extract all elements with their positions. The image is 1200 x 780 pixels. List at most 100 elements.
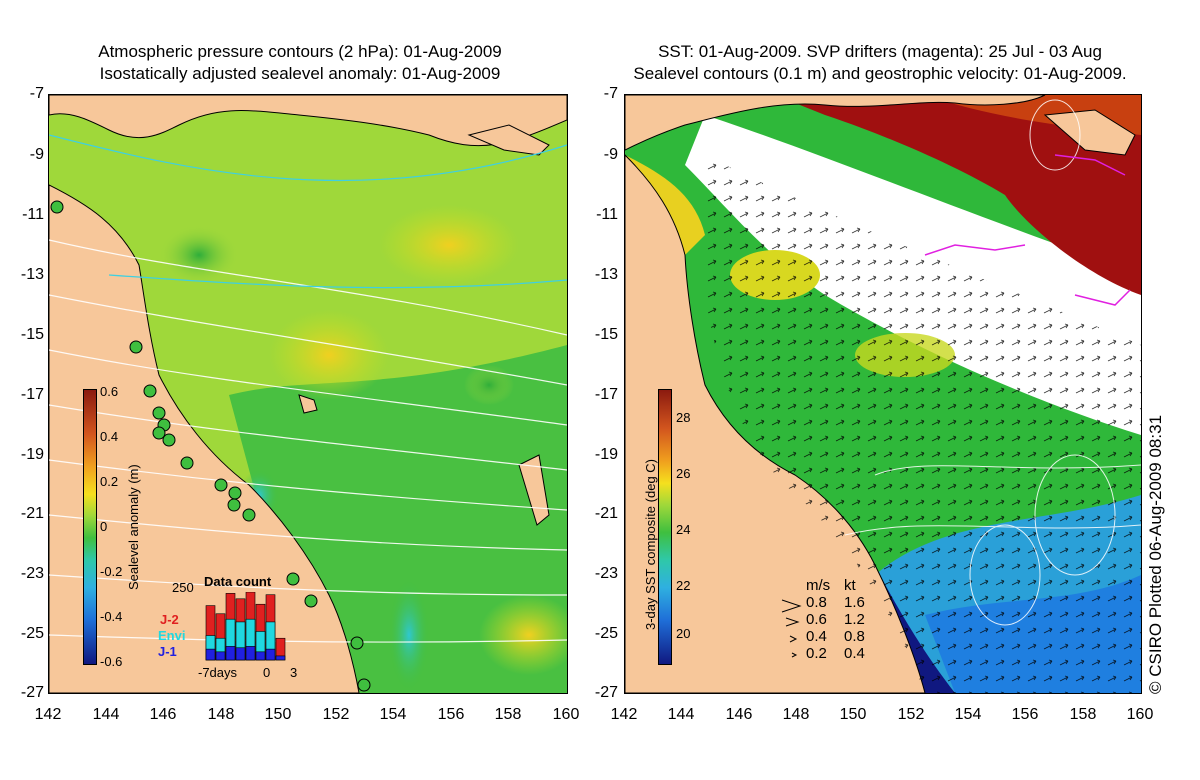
colorbar-label: 0.6 xyxy=(100,384,119,399)
cyan-anomaly xyxy=(389,580,429,690)
png-land xyxy=(625,95,1046,151)
y-tick: -27 xyxy=(594,684,618,701)
y-tick: -23 xyxy=(20,565,44,582)
velocity-arrow-keys xyxy=(781,599,802,658)
legend-j2: J-2 xyxy=(160,612,179,627)
island xyxy=(1043,109,1136,156)
island xyxy=(467,124,550,156)
x-tick: 148 xyxy=(207,706,235,723)
x-tick: 152 xyxy=(322,706,350,723)
velocity-row-ms: 0.4 xyxy=(806,628,827,645)
sst-colorbar xyxy=(658,389,672,665)
green-anomaly xyxy=(159,225,239,285)
x-tick: 158 xyxy=(1069,706,1097,723)
x-tick: 146 xyxy=(725,706,753,723)
colorbar-label: 26 xyxy=(676,466,691,481)
velocity-row-ms: 0.2 xyxy=(806,645,827,662)
right-title-line2: Sealevel contours (0.1 m) and geostrophi… xyxy=(633,64,1127,83)
y-tick: -7 xyxy=(603,85,618,102)
cyan-contour xyxy=(49,134,567,182)
x-tick: 156 xyxy=(437,706,465,723)
x-tick: 150 xyxy=(264,706,292,723)
arrow-key-0.4 xyxy=(789,635,798,643)
colorbar-label: 0 xyxy=(100,519,108,534)
yellow-anomaly xyxy=(479,595,567,675)
colorbar-label: 22 xyxy=(676,578,691,593)
geostrophic-velocity-arrows xyxy=(705,155,1141,693)
y-tick: -15 xyxy=(594,326,618,343)
copyright-note: © CSIRO Plotted 06-Aug-2009 08:31 xyxy=(1146,414,1165,694)
x-tick: 156 xyxy=(1011,706,1039,723)
x-tick: 148 xyxy=(782,706,810,723)
x-tick: 142 xyxy=(34,706,62,723)
x-tick: 144 xyxy=(92,706,120,723)
velocity-row-kt: 1.2 xyxy=(844,611,865,628)
tide-gauge-marker xyxy=(227,498,241,512)
colorbar-label: 20 xyxy=(676,626,691,641)
velocity-header-kt: kt xyxy=(844,577,856,594)
y-tick: -9 xyxy=(603,146,618,163)
tide-gauge-marker xyxy=(143,384,157,398)
y-tick: -19 xyxy=(20,446,44,463)
tide-gauge-marker xyxy=(242,508,256,522)
y-tick: -9 xyxy=(29,146,44,163)
x-tick: 150 xyxy=(839,706,867,723)
data-count-bar xyxy=(215,651,226,661)
sla-colorbar xyxy=(83,389,97,665)
data-count-x-end: 3 xyxy=(290,665,298,680)
x-tick: 160 xyxy=(552,706,580,723)
tide-gauge-marker xyxy=(162,433,176,447)
colorbar-label: 24 xyxy=(676,522,691,537)
arrow-key-0.8 xyxy=(781,599,802,613)
colorbar-label: 0.2 xyxy=(100,474,119,489)
pressure-contours xyxy=(49,239,567,643)
y-tick: -21 xyxy=(594,505,618,522)
tide-gauge-marker xyxy=(286,572,300,586)
data-count-bar xyxy=(235,647,246,661)
y-tick: -11 xyxy=(22,206,44,223)
y-tick: -19 xyxy=(594,446,618,463)
colorbar-title: Sealevel anomaly (m) xyxy=(126,464,141,590)
tide-gauge-marker xyxy=(214,478,228,492)
legend-envi: Envi xyxy=(158,628,186,643)
sst-map xyxy=(624,94,1142,694)
tide-gauge-marker xyxy=(152,406,166,420)
data-count-bar xyxy=(255,651,266,661)
sealevel-anomaly-map xyxy=(48,94,568,694)
x-tick: 154 xyxy=(954,706,982,723)
left-title-line1: Atmospheric pressure contours (2 hPa): 0… xyxy=(98,42,502,61)
velocity-row-kt: 1.6 xyxy=(844,594,865,611)
colorbar-title: 3-day SST composite (deg C) xyxy=(643,459,658,630)
green-anomaly xyxy=(464,365,514,405)
left-title-line2: Isostatically adjusted sealevel anomaly:… xyxy=(99,64,501,83)
y-tick: -17 xyxy=(594,386,618,403)
velocity-header-ms: m/s xyxy=(806,577,831,594)
velocity-row-kt: 0.8 xyxy=(844,628,865,645)
y-tick: -27 xyxy=(20,684,44,701)
arrow-key-0.2 xyxy=(791,652,798,658)
x-tick: 154 xyxy=(379,706,407,723)
left-panel: Atmospheric pressure contours (2 hPa): 0… xyxy=(0,0,580,780)
velocity-row-kt: 0.4 xyxy=(844,645,865,662)
data-count-bar xyxy=(245,646,256,661)
yellow-anomaly xyxy=(269,310,389,400)
png-land xyxy=(49,95,567,147)
sealevel-anomaly-svg xyxy=(49,95,567,693)
y-tick: -21 xyxy=(20,505,44,522)
arrow-key-0.6 xyxy=(785,617,800,627)
yellow-anomaly xyxy=(379,205,519,285)
sealevel-contours xyxy=(844,99,1141,626)
y-tick: -17 xyxy=(20,386,44,403)
velocity-row-ms: 0.8 xyxy=(806,594,827,611)
colorbar-label: 28 xyxy=(676,410,691,425)
y-tick: -13 xyxy=(20,266,44,283)
data-count-title: Data count xyxy=(204,574,272,589)
right-panel: SST: 01-Aug-2009. SVP drifters (magenta)… xyxy=(580,0,1200,780)
y-tick: -11 xyxy=(596,206,618,223)
colorbar-label: -0.6 xyxy=(100,654,123,669)
tide-gauges xyxy=(50,200,371,692)
tide-gauge-marker xyxy=(350,636,364,650)
cyan-contour xyxy=(108,274,567,289)
australia-land xyxy=(49,184,360,693)
data-count-bar xyxy=(275,655,286,661)
